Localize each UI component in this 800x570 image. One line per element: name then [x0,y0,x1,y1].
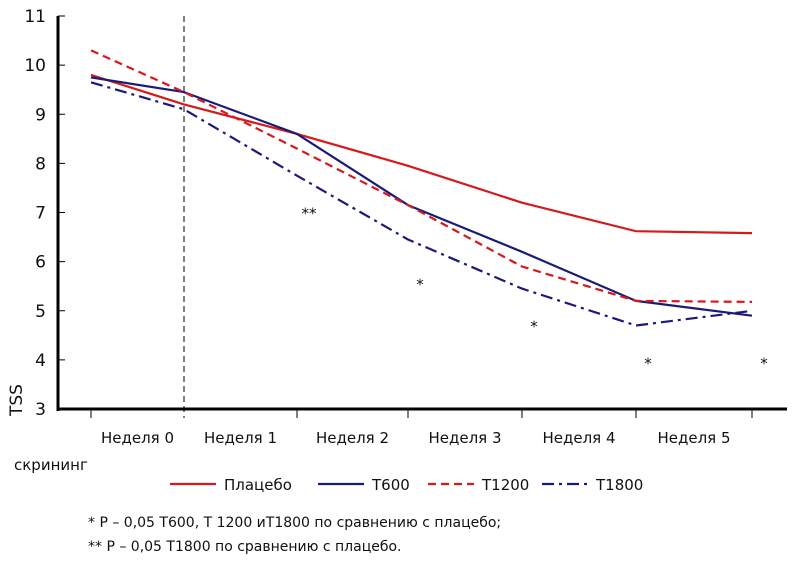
significance-annotations: ***** * [302,205,769,373]
y-tick-label: 7 [35,204,46,224]
y-axis-label: TSS [7,384,27,417]
x-tick-label: Неделя 2 [316,429,389,447]
x-ticks: Неделя 0 Неделя 1 Неделя 2 Неделя 3 Неделя 4… [90,409,753,447]
legend-label: T600 [371,476,410,494]
y-tick-label: 6 [35,253,46,273]
y-ticks: 3 4 5 6 7 8 9 10 11 [24,7,65,420]
y-tick-label: 5 [35,302,46,322]
x-tick-label: Неделя 1 [204,429,277,447]
legend: Плацебо T600 T1200 T1800 [170,476,643,494]
significance-marker: * [644,354,652,372]
y-tick-label: 4 [35,351,46,371]
legend-label: Плацебо [224,476,292,494]
y-tick-label: 3 [35,400,46,420]
screening-label: скрининг [14,456,88,474]
x-tick-label: Неделя 5 [657,429,730,447]
series-line-t1200 [90,49,753,303]
y-tick-label: 9 [35,105,46,125]
legend-label: T1800 [595,476,643,494]
x-tick-label: Неделя 0 [101,429,174,447]
footnote-double-asterisk: ** P – 0,05 T1800 по сравнению с плацебо… [88,539,402,555]
significance-marker: * [530,317,538,335]
series-line-t1800 [90,81,753,327]
axes [56,16,787,418]
legend-label: T1200 [481,476,529,494]
significance-marker: ** [302,205,318,223]
series-line-плацебо [90,73,753,235]
x-tick-label: Неделя 3 [428,429,501,447]
series-lines [90,49,753,327]
y-tick-label: 11 [24,7,46,27]
significance-marker: * [416,276,424,294]
x-tick-label: Неделя 4 [542,429,615,447]
y-tick-label: 8 [35,154,46,174]
significance-marker: * [760,354,768,372]
footnote-single-asterisk: * P – 0,05 T600, T 1200 иT1800 по сравне… [88,515,502,531]
y-tick-label: 10 [24,56,46,76]
